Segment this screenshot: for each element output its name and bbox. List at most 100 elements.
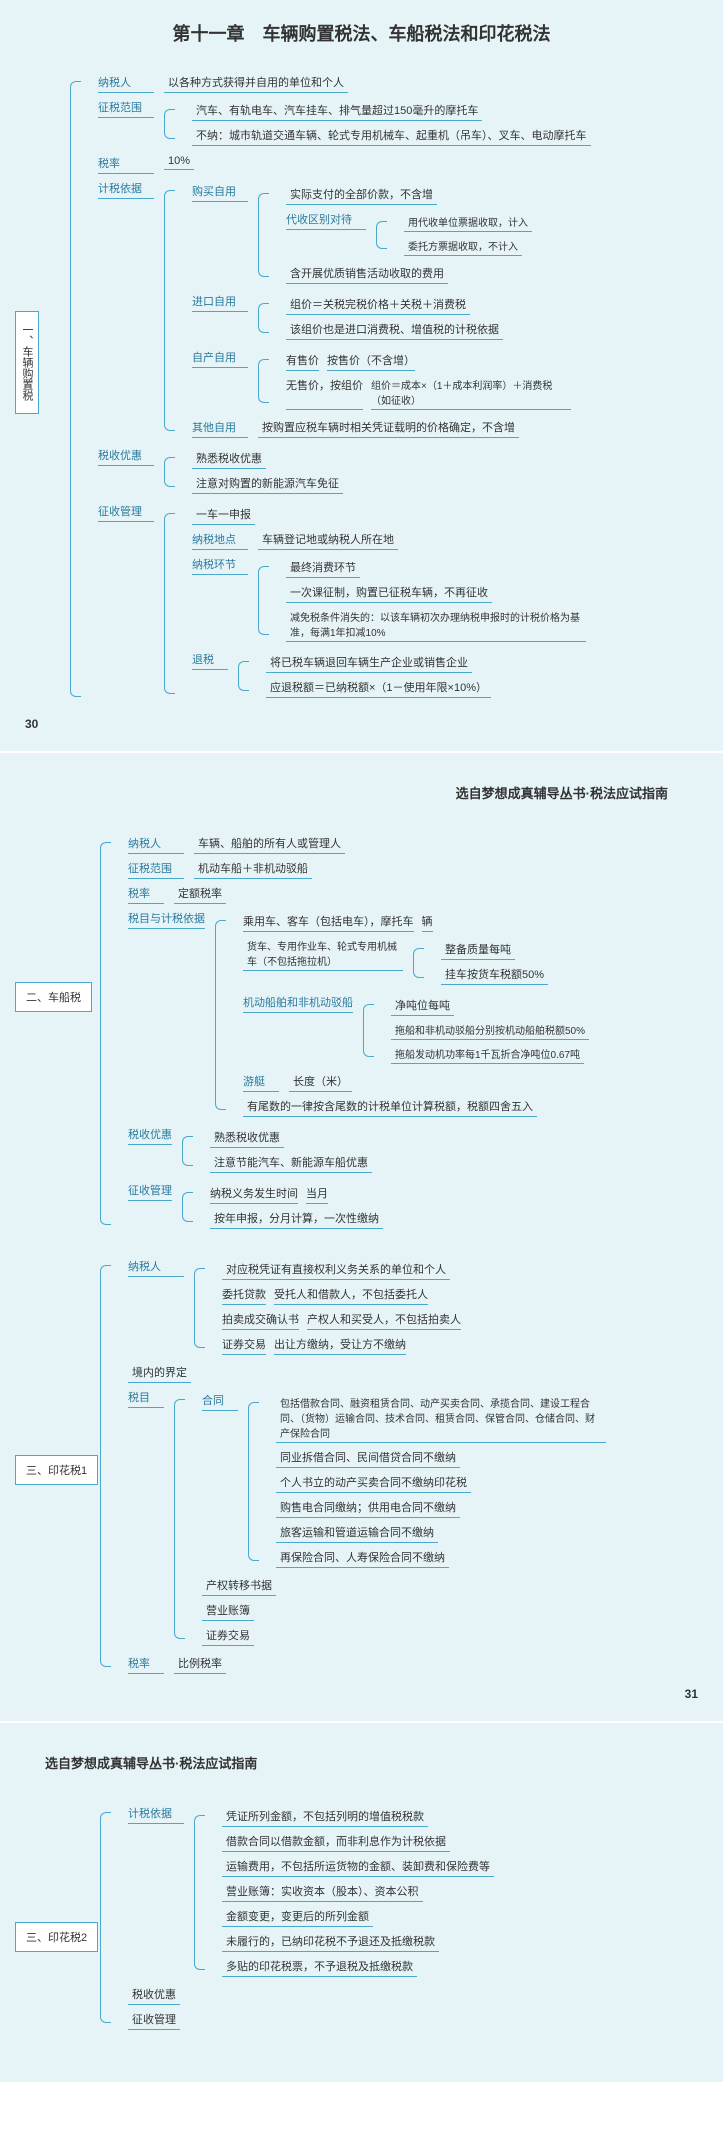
vt-rate-l: 税率 xyxy=(128,885,164,904)
vt-adm-b: 按年申报，分月计算，一次性缴纳 xyxy=(210,1210,383,1229)
st1-territory: 境内的界定 xyxy=(128,1364,191,1383)
st1-a6: 再保险合同、人寿保险合同不缴纳 xyxy=(276,1549,449,1568)
st2-admin: 征收管理 xyxy=(128,2011,180,2030)
refund-d2: 应退税额＝已纳税额×（1－使用年限×10%） xyxy=(266,679,491,698)
c1-r: 按售价（不含增） xyxy=(327,352,415,371)
vt-taxpayer-t: 车辆、船舶的所有人或管理人 xyxy=(194,835,345,854)
st2-r3: 运输费用，不包括所运货物的金额、装卸费和保险费等 xyxy=(222,1858,494,1877)
vt-basis-l: 税目与计税依据 xyxy=(128,910,205,929)
st2-r7: 多贴的印花税票，不予退税及抵缴税款 xyxy=(222,1958,417,1977)
vt-adm-l: 征收管理 xyxy=(128,1182,172,1201)
st1-a1: 包括借款合同、融资租赁合同、动产买卖合同、承揽合同、建设工程合同、（货物）运输合… xyxy=(276,1395,606,1443)
import-b2: 该组价也是进口消费税、增值税的计税依据 xyxy=(286,321,503,340)
import-b1: 组价＝关税完税价格＋关税＋消费税 xyxy=(286,296,470,315)
mindmap-stamp-1: 三、印花税1 纳税人 对应税凭证有直接权利义务关系的单位和个人 委托贷款 受托人… xyxy=(15,1255,708,1677)
st1-a4: 购售电合同缴纳；供用电合同不缴纳 xyxy=(276,1499,460,1518)
vt-a-unit: 辆 xyxy=(422,913,433,932)
vt-taxpayer-l: 纳税人 xyxy=(128,835,184,854)
vt-e: 有尾数的一律按含尾数的计税单位计算税额，税额四舍五入 xyxy=(243,1098,537,1117)
st2-r4: 营业账簿：实收资本（股本）、资本公积 xyxy=(222,1883,423,1902)
import-self: 进口自用 xyxy=(192,293,248,312)
vt-b-r1: 整备质量每吨 xyxy=(441,941,515,960)
st2-r5: 金额变更，变更后的所列金额 xyxy=(222,1908,373,1927)
st1-item-l: 税目 xyxy=(128,1389,164,1408)
st1-rate-l: 税率 xyxy=(128,1655,164,1674)
st1-rate-t: 比例税率 xyxy=(174,1655,226,1674)
root-vehicle-purchase-tax: 一、车辆购置税 xyxy=(15,311,39,414)
admin-phase: 纳税环节 xyxy=(192,556,248,575)
page-2: 选自梦想成真辅导丛书·税法应试指南 二、车船税 纳税人 车辆、船舶的所有人或管理… xyxy=(0,753,723,1723)
page-number-30: 30 xyxy=(15,717,708,731)
phase-c3: 减免税条件消失的：以该车辆初次办理纳税申报时的计税价格为基准，每满1年扣减10% xyxy=(286,609,586,642)
vt-c3: 拖船发动机功率每1千瓦折合净吨位0.67吨 xyxy=(391,1046,584,1064)
c2-r: 组价＝成本×（1＋成本利润率）＋消费税（如征收） xyxy=(371,377,571,410)
st2-r1: 凭证所列金额，不包括列明的增值税税款 xyxy=(222,1808,428,1827)
st1-contract-l: 合同 xyxy=(202,1392,238,1411)
st1-c: 营业账簿 xyxy=(202,1602,254,1621)
vt-d-l: 游艇 xyxy=(243,1073,279,1092)
lbl-incentive: 税收优惠 xyxy=(98,447,154,466)
buy-a2: 含开展优质销售活动收取的费用 xyxy=(286,265,448,284)
vt-d-t: 长度（米） xyxy=(289,1073,352,1092)
lbl-basis: 计税依据 xyxy=(98,180,154,199)
buy-self: 购买自用 xyxy=(192,183,248,202)
page-number-31: 31 xyxy=(15,1687,708,1701)
admin-loc: 纳税地点 xyxy=(192,531,248,550)
collect-diff: 代收区别对待 xyxy=(286,211,366,230)
level1: 纳税人 以各种方式获得并自用的单位和个人 征税范围 汽车、有轨电车、汽车挂车、排… xyxy=(70,71,708,707)
collect-s2: 委托方票据收取，不计入 xyxy=(404,238,522,256)
page-3: 选自梦想成真辅导丛书·税法应试指南 三、印花税2 计税依据 凭证所列金额，不包括… xyxy=(0,1723,723,2084)
vt-b-l: 货车、专用作业车、轮式专用机械车（不包括拖拉机） xyxy=(243,938,403,971)
admin-a: 一车一申报 xyxy=(192,506,255,525)
vt-inc-l: 税收优惠 xyxy=(128,1126,172,1145)
st1-d: 证券交易 xyxy=(202,1627,254,1646)
st1-c-r: 出让方缴纳，受让方不缴纳 xyxy=(274,1336,406,1355)
txt-taxpayer: 以各种方式获得并自用的单位和个人 xyxy=(164,74,348,93)
st2-incentive: 税收优惠 xyxy=(128,1986,180,2005)
series-title-2: 选自梦想成真辅导丛书·税法应试指南 xyxy=(155,783,668,802)
st2-r2: 借款合同以借款金额，而非利息作为计税依据 xyxy=(222,1833,450,1852)
vt-b-r2: 挂车按货车税额50% xyxy=(441,966,548,985)
root-vessel-tax: 二、车船税 xyxy=(15,982,92,1012)
lbl-rate: 税率 xyxy=(98,155,154,174)
st1-b: 产权转移书据 xyxy=(202,1577,276,1596)
vt-scope-t: 机动车船＋非机动驳船 xyxy=(194,860,312,879)
st1-taxpayer-l: 纳税人 xyxy=(128,1258,184,1277)
vt-c2: 拖船和非机动驳船分别按机动船舶税额50% xyxy=(391,1022,589,1040)
produce-self: 自产自用 xyxy=(192,349,248,368)
scope-exclude: 不纳：城市轨道交通车辆、轮式专用机械车、起重机（吊车）、叉车、电动摩托车 xyxy=(192,127,591,146)
mindmap-vessel-tax: 二、车船税 纳税人 车辆、船舶的所有人或管理人 征税范围 机动车船＋非机动驳船 … xyxy=(15,832,708,1235)
txt-rate: 10% xyxy=(164,155,194,170)
inc-r1: 熟悉税收优惠 xyxy=(192,450,266,469)
buy-a1: 实际支付的全部价款，不含增 xyxy=(286,186,437,205)
scope-include: 汽车、有轨电车、汽车挂车、排气量超过150毫升的摩托车 xyxy=(192,102,482,121)
page-1: 第十一章 车辆购置税法、车船税法和印花税法 一、车辆购置税 纳税人 以各种方式获… xyxy=(0,0,723,753)
lbl-admin: 征收管理 xyxy=(98,503,154,522)
other-self: 其他自用 xyxy=(192,419,248,438)
root-stamp-1: 三、印花税1 xyxy=(15,1455,98,1485)
vt-inc-r1: 熟悉税收优惠 xyxy=(210,1129,284,1148)
vt-c-l: 机动船舶和非机动驳船 xyxy=(243,994,353,1013)
vt-adm-a-l: 纳税义务发生时间 xyxy=(210,1185,298,1204)
other-txt: 按购置应税车辆时相关凭证载明的价格确定，不含增 xyxy=(258,419,519,438)
c1-l: 有售价 xyxy=(286,352,319,371)
st1-b-l: 拍卖成交确认书 xyxy=(222,1311,299,1330)
lbl-scope: 征税范围 xyxy=(98,99,154,118)
collect-s1: 用代收单位票据收取，计入 xyxy=(404,214,532,232)
admin-refund: 退税 xyxy=(192,651,228,670)
phase-c1: 最终消费环节 xyxy=(286,559,360,578)
st2-r6: 未履行的，已纳印花税不予退还及抵缴税款 xyxy=(222,1933,439,1952)
vt-inc-r2: 注意节能汽车、新能源车船优惠 xyxy=(210,1154,372,1173)
c2-l: 无售价，按组价 xyxy=(286,377,363,410)
inc-r2: 注意对购置的新能源汽车免征 xyxy=(192,475,343,494)
vt-scope-l: 征税范围 xyxy=(128,860,184,879)
st1-a2: 同业拆借合同、民间借贷合同不缴纳 xyxy=(276,1449,460,1468)
st1-c-l: 证券交易 xyxy=(222,1336,266,1355)
series-title-3: 选自梦想成真辅导丛书·税法应试指南 xyxy=(45,1753,708,1772)
vt-a-txt: 乘用车、客车（包括电车），摩托车 xyxy=(243,913,414,932)
st1-r0: 对应税凭证有直接权利义务关系的单位和个人 xyxy=(222,1261,450,1280)
st2-basis-l: 计税依据 xyxy=(128,1805,184,1824)
vt-c1: 净吨位每吨 xyxy=(391,997,454,1016)
st1-a-l: 委托贷款 xyxy=(222,1286,266,1305)
st1-a5: 旅客运输和管道运输合同不缴纳 xyxy=(276,1524,438,1543)
